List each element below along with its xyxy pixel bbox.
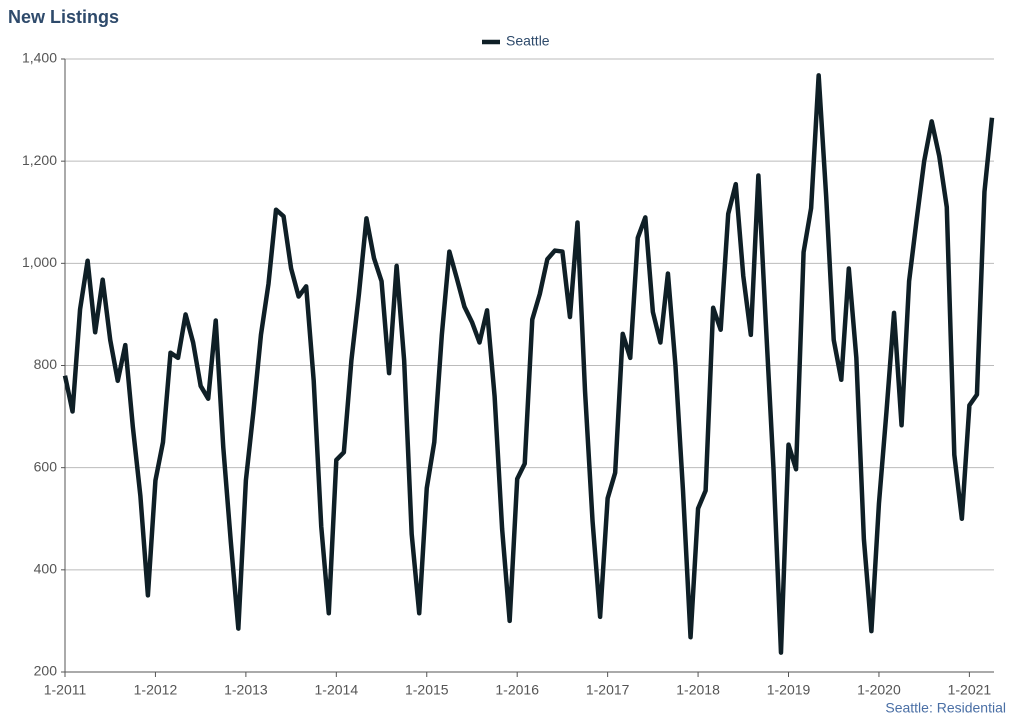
x-tick-label: 1-2021 (948, 682, 992, 698)
y-tick-label: 1,200 (22, 152, 57, 168)
y-tick-label: 200 (34, 663, 58, 679)
y-tick-label: 1,000 (22, 254, 57, 270)
x-tick-label: 1-2015 (405, 682, 449, 698)
y-tick-label: 600 (34, 458, 58, 474)
y-tick-label: 1,400 (22, 50, 57, 66)
chart-title: New Listings (8, 7, 119, 27)
x-tick-label: 1-2013 (224, 682, 268, 698)
y-tick-label: 800 (34, 356, 58, 372)
x-tick-label: 1-2019 (767, 682, 811, 698)
data-line (62, 73, 995, 655)
x-tick-label: 1-2017 (586, 682, 630, 698)
x-tick-label: 1-2014 (315, 682, 359, 698)
y-tick-label: 400 (34, 561, 58, 577)
x-tick-label: 1-2012 (134, 682, 178, 698)
x-tick-label: 1-2016 (495, 682, 539, 698)
x-tick-label: 1-2020 (857, 682, 901, 698)
x-tick-label: 1-2018 (676, 682, 720, 698)
source-note: Seattle: Residential (885, 700, 1006, 716)
x-tick-label: 1-2011 (44, 682, 87, 698)
legend-label: Seattle (506, 33, 550, 49)
